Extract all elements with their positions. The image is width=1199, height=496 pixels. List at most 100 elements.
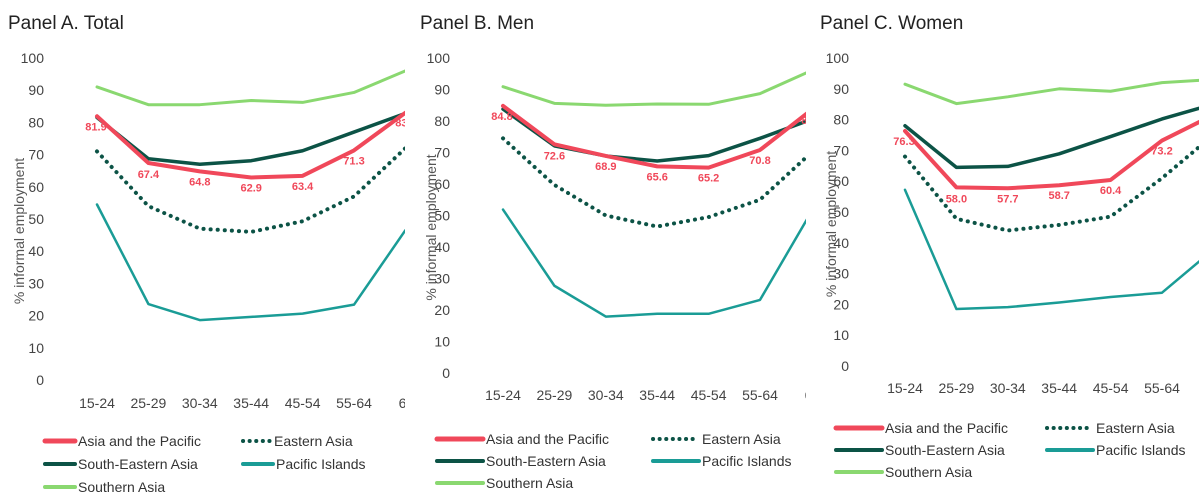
legend-item-eastern-asia: Eastern Asia	[1045, 420, 1175, 436]
legend-label: Asia and the Pacific	[885, 420, 1008, 436]
plot-area: 76.358.057.758.760.473.281	[893, 78, 1199, 311]
data-label: 83	[801, 115, 813, 127]
y-tick-label: 100	[21, 50, 45, 66]
y-tick-label: 90	[434, 82, 450, 98]
series-line-eastern-asia	[95, 146, 405, 234]
y-tick-label: 60	[28, 179, 44, 195]
y-tick-label: 80	[28, 114, 44, 130]
x-tick-label: 55-64	[336, 395, 372, 411]
y-tick-label: 30	[833, 266, 849, 282]
x-tick-label: 15-24	[79, 395, 115, 411]
y-tick-label: 60	[434, 176, 450, 192]
data-label: 70.8	[749, 155, 770, 167]
series-line-southern-asia	[903, 78, 1199, 106]
legend-item-eastern-asia: Eastern Asia	[651, 431, 781, 447]
y-tick-label: 80	[434, 113, 450, 129]
legend-label: Asia and the Pacific	[78, 433, 201, 449]
x-tick-label: 25-29	[536, 387, 572, 403]
series-line-south-eastern-asia	[95, 111, 405, 167]
data-label: 73.2	[1151, 146, 1172, 158]
data-label: 65.6	[646, 171, 667, 183]
y-tick-label: 70	[434, 145, 450, 161]
x-axis: 15-24 25-29 30-34 35-44 45-54 55-64 6⁵	[485, 387, 819, 403]
legend-label: South-Eastern Asia	[78, 456, 198, 472]
y-tick-label: 70	[833, 142, 849, 158]
y-axis-label: % informal employment	[823, 151, 839, 297]
legend-item-pacific-islands: Pacific Islands	[651, 453, 791, 469]
panel-title: Panel A. Total	[8, 13, 124, 34]
series-line-southern-asia	[95, 69, 405, 107]
series-line-eastern-asia	[501, 136, 806, 229]
y-tick-label: 40	[434, 239, 450, 255]
legend-label: Southern Asia	[486, 475, 573, 491]
x-tick-label: 6⁵	[805, 387, 819, 403]
data-label: 65.2	[698, 173, 719, 185]
panel-title: Panel C. Women	[820, 13, 963, 34]
plot-area: 84.8 72.6 68.9 65.6 65.2 70.8 83	[491, 71, 813, 318]
x-tick-label: 6⁵	[399, 395, 413, 411]
y-tick-label: 90	[833, 81, 849, 97]
data-label: 60.4	[1100, 185, 1122, 197]
series-line-pacific-islands	[903, 188, 1199, 311]
y-tick-label: 20	[28, 308, 44, 324]
legend-item-asia-and-the-pacific: Asia and the Pacific	[42, 433, 201, 449]
y-tick-label: 40	[28, 243, 44, 259]
series-line-asia-and-the-pacific	[95, 110, 405, 180]
x-tick-label: 35-44	[1041, 380, 1077, 396]
x-tick-label: 45-54	[691, 387, 727, 403]
series-line-asia-and-the-pacific	[903, 119, 1199, 191]
panel-title: Panel B. Men	[420, 13, 534, 34]
data-label: 72.6	[544, 150, 565, 162]
data-label: 62.9	[240, 182, 261, 194]
y-tick-label: 40	[833, 235, 849, 251]
data-label: 81.9	[85, 121, 106, 133]
x-tick-label: 30-34	[990, 380, 1026, 396]
legend-item-asia-and-the-pacific: Asia and the Pacific	[833, 420, 1008, 436]
panel-1: Panel A. Total 0 10 20 30 40 50 60 70 80 90 100 % in…	[8, 13, 413, 495]
legend-label: South-Eastern Asia	[885, 442, 1005, 458]
legend-item-pacific-islands: Pacific Islands	[1045, 442, 1185, 458]
x-tick-label: 45-54	[285, 395, 321, 411]
data-label: 58.7	[1048, 190, 1069, 202]
y-tick-label: 10	[833, 327, 849, 343]
series-line-asia-and-the-pacific	[501, 103, 806, 170]
legend-item-south-eastern-asia: South-Eastern Asia	[43, 456, 198, 472]
x-tick-label: 15-24	[887, 380, 923, 396]
legend-item-southern-asia: Southern Asia	[834, 464, 972, 480]
legend-item-eastern-asia: Eastern Asia	[241, 433, 353, 449]
y-axis-label: % informal employment	[423, 154, 439, 300]
data-label: 84.8	[491, 111, 512, 123]
y-tick-label: 20	[833, 296, 849, 312]
y-tick-label: 60	[833, 173, 849, 189]
y-tick-label: 70	[28, 147, 44, 163]
legend-item-southern-asia: Southern Asia	[43, 479, 165, 495]
legend-label: Southern Asia	[885, 464, 972, 480]
x-axis: 15-24 25-29 30-34 35-44 45-54 55-64 6⁵	[79, 395, 413, 411]
legend: Asia and the Pacific Eastern Asia South-Ea…	[434, 431, 791, 491]
y-tick-label: 10	[434, 334, 450, 350]
data-label: 71.3	[343, 155, 364, 167]
legend-item-south-eastern-asia: South-Eastern Asia	[435, 453, 606, 469]
legend-item-pacific-islands: Pacific Islands	[241, 456, 365, 472]
y-tick-label: 0	[36, 372, 44, 388]
data-label: 57.7	[997, 193, 1018, 205]
x-tick-label: 30-34	[588, 387, 624, 403]
series-line-south-eastern-asia	[903, 106, 1199, 170]
legend: Asia and the Pacific Eastern Asia South-Ea…	[42, 433, 365, 495]
y-tick-label: 0	[442, 365, 450, 381]
x-tick-label: 55-64	[742, 387, 778, 403]
legend: Asia and the Pacific Eastern Asia South-Ea…	[833, 420, 1185, 480]
y-tick-label: 0	[841, 358, 849, 374]
series-line-southern-asia	[501, 71, 806, 107]
y-tick-label: 10	[28, 340, 44, 356]
legend-label: Eastern Asia	[1096, 420, 1175, 436]
y-axis-label: % informal employment	[11, 158, 27, 304]
y-tick-label: 30	[28, 275, 44, 291]
x-tick-label: 45-54	[1093, 380, 1129, 396]
legend-label: Asia and the Pacific	[486, 431, 609, 447]
legend-item-southern-asia: Southern Asia	[435, 475, 573, 491]
legend-label: Eastern Asia	[274, 433, 353, 449]
plot-area: 81.9 67.4 64.8 62.9 63.4 71.3 83	[85, 69, 405, 322]
y-tick-label: 30	[434, 271, 450, 287]
